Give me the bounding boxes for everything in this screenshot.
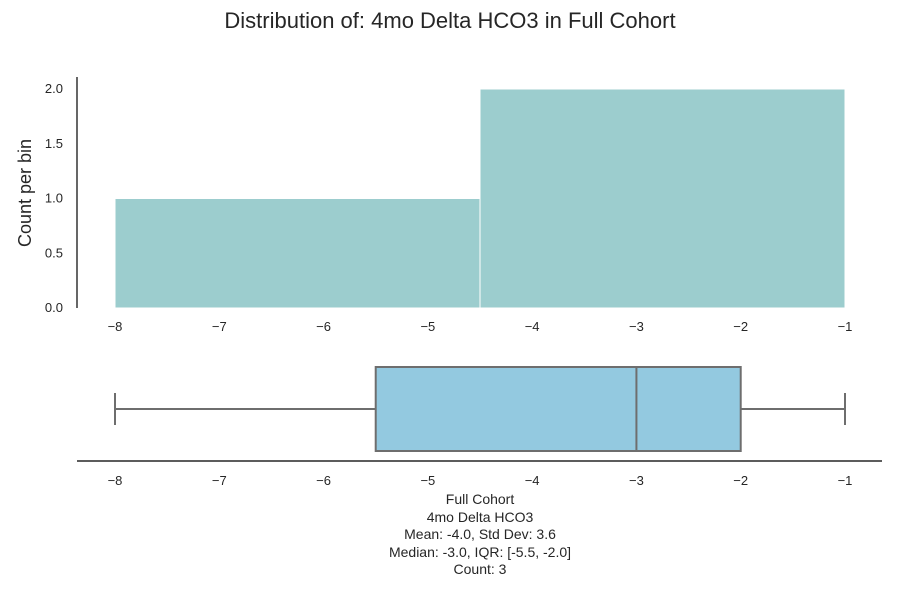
histogram-x-tick-label: −7 <box>212 319 227 334</box>
histogram-x-tick-label: −5 <box>420 319 435 334</box>
histogram-x-tick-label: −8 <box>108 319 123 334</box>
histogram-axes: 0.0 0.5 1.0 1.5 2.0 −8 −7 −6 −5 −4 −3 −2 −1 <box>45 77 852 334</box>
histogram-x-tick-label: −2 <box>733 319 748 334</box>
boxplot-iqr-box <box>374 366 742 452</box>
histogram-x-tick-label: −6 <box>316 319 331 334</box>
histogram-y-tick-label: 0.5 <box>45 245 63 260</box>
boxplot-x-tick-label: −6 <box>316 473 331 488</box>
boxplot-x-tick-label: −5 <box>420 473 435 488</box>
histogram-y-tick-label: 2.0 <box>45 81 63 96</box>
histogram-bar-2 <box>479 88 846 309</box>
caption-variable: 4mo Delta HCO3 <box>426 508 534 525</box>
boxplot <box>114 366 846 452</box>
histogram-y-tick-label: 1.5 <box>45 136 63 151</box>
caption-cohort: Full Cohort <box>445 491 515 507</box>
caption-count: Count: 3 <box>453 561 507 577</box>
boxplot-x-tick-label: −1 <box>838 473 853 488</box>
boxplot-axes: −8 −7 −6 −5 −4 −3 −2 −1 <box>77 460 882 488</box>
histogram-bars <box>114 88 846 309</box>
boxplot-x-tick-label: −2 <box>733 473 748 488</box>
histogram-bar-1 <box>114 198 481 309</box>
boxplot-x-tick-label: −3 <box>629 473 644 488</box>
figure-title: Distribution of: 4mo Delta HCO3 in Full … <box>224 8 676 33</box>
histogram-x-tick-label: −4 <box>525 319 540 334</box>
histogram-y-tick-label: 0.0 <box>45 300 63 315</box>
caption-mean-std: Mean: -4.0, Std Dev: 3.6 <box>404 526 556 542</box>
histogram-y-tick-label: 1.0 <box>45 191 63 206</box>
boxplot-x-tick-label: −8 <box>108 473 123 488</box>
histogram-x-tick-label: −3 <box>629 319 644 334</box>
boxplot-x-tick-label: −7 <box>212 473 227 488</box>
caption-median-iqr: Median: -3.0, IQR: [-5.5, -2.0] <box>388 543 572 560</box>
summary-caption: Full Cohort 4mo Delta HCO3 Mean: -4.0, S… <box>280 491 680 579</box>
histogram-x-tick-label: −1 <box>838 319 853 334</box>
histogram-y-axis-label: Count per bin <box>15 139 35 247</box>
boxplot-x-tick-label: −4 <box>525 473 540 488</box>
